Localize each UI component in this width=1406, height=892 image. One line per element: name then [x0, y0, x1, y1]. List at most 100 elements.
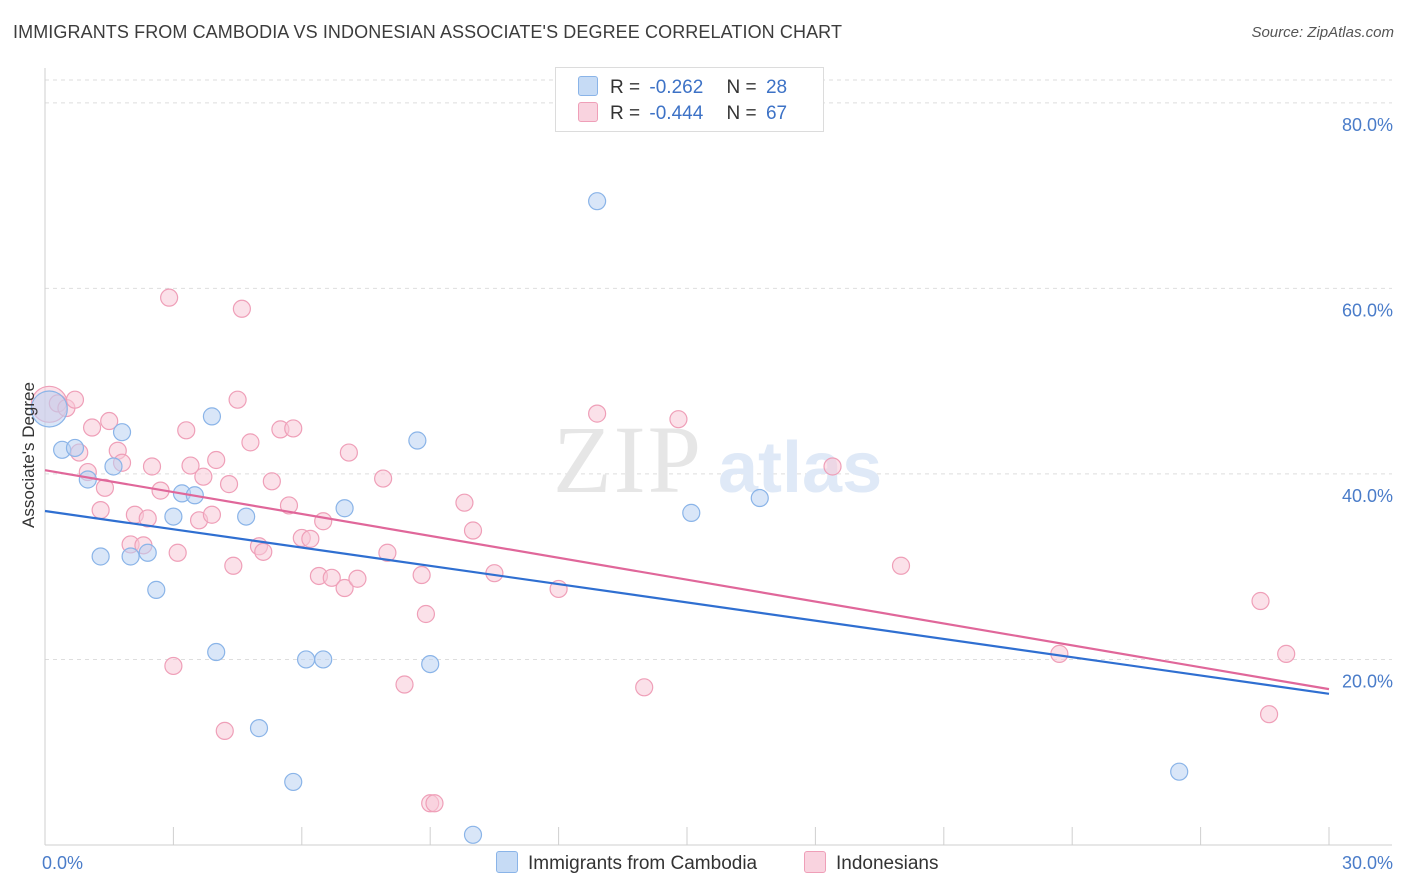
point-indonesians: [160, 288, 179, 307]
point-indonesians: [588, 404, 607, 423]
legend-r-value: -0.262: [649, 77, 704, 98]
point-cambodia: [284, 772, 303, 792]
point-indonesians: [164, 656, 183, 676]
point-indonesians: [425, 794, 444, 813]
source-label: Source: ZipAtlas.com: [1251, 24, 1394, 41]
point-indonesians: [301, 529, 320, 548]
point-cambodia: [121, 547, 140, 566]
point-indonesians: [455, 493, 474, 512]
trend-line-indonesians: [44, 469, 1330, 691]
point-indonesians: [374, 469, 393, 488]
point-indonesians: [348, 569, 367, 588]
point-indonesians: [91, 500, 110, 520]
point-indonesians: [635, 678, 654, 697]
y-tick-label: 80.0%: [1342, 115, 1393, 135]
axes: [44, 68, 1392, 846]
point-indonesians: [378, 543, 397, 562]
point-cambodia: [104, 457, 123, 476]
legend-r-label: R =: [610, 77, 641, 98]
point-indonesians: [219, 475, 239, 494]
point-cambodia: [237, 507, 256, 526]
legend-swatch-pink: [578, 102, 598, 122]
legend-r-value: -0.444: [649, 103, 704, 124]
point-indonesians: [228, 390, 247, 409]
point-cambodia: [91, 547, 110, 566]
y-axis-label: Associate's Degree: [19, 382, 38, 528]
point-indonesians: [241, 433, 260, 452]
watermark-atlas: atlas: [718, 428, 882, 508]
point-cambodia: [138, 543, 157, 562]
point-cambodia: [463, 825, 483, 844]
point-indonesians: [215, 721, 234, 740]
point-indonesians: [262, 472, 281, 491]
legend-n-value: 28: [765, 77, 788, 98]
point-indonesians: [335, 578, 354, 598]
correlation-legend: R = -0.262 N = 28 R = -0.444 N = 67: [555, 67, 824, 132]
series-cambodia-points: [30, 192, 1189, 844]
tick-labels: 20.0% 40.0% 60.0% 80.0% 0.0% 30.0%: [42, 115, 1393, 873]
point-indonesians: [232, 299, 251, 318]
y-tick-label: 40.0%: [1342, 486, 1393, 506]
point-indonesians: [395, 675, 414, 694]
legend-row-indonesians: R = -0.444 N = 67: [578, 102, 787, 128]
point-indonesians: [168, 543, 187, 562]
point-cambodia: [750, 488, 769, 508]
point-indonesians: [412, 565, 431, 585]
point-cambodia: [147, 580, 166, 599]
point-cambodia: [1170, 762, 1189, 781]
bottom-legend-cambodia: Immigrants from Cambodia: [496, 851, 757, 875]
point-indonesians: [82, 418, 102, 437]
gridlines: [45, 79, 1392, 660]
point-cambodia: [30, 390, 68, 428]
point-indonesians: [314, 512, 333, 531]
watermark: ZIP atlas: [553, 406, 882, 513]
y-tick-label: 20.0%: [1342, 671, 1393, 691]
point-cambodia: [65, 438, 85, 458]
bottom-legend-indonesians-label: Indonesians: [836, 853, 939, 874]
legend-n-value: 67: [765, 103, 788, 124]
trend-lines: [44, 469, 1330, 695]
point-indonesians: [1251, 591, 1270, 611]
trend-line-cambodia: [44, 509, 1330, 695]
point-indonesians: [322, 568, 341, 587]
legend-row-cambodia: R = -0.262 N = 28: [578, 76, 787, 102]
point-cambodia: [588, 192, 607, 211]
point-cambodia: [112, 423, 132, 442]
legend-n-label: N =: [726, 103, 757, 124]
point-indonesians: [669, 410, 688, 429]
x-tick-label: 30.0%: [1342, 853, 1393, 873]
y-tick-label: 60.0%: [1342, 300, 1393, 320]
point-indonesians: [65, 390, 85, 409]
point-indonesians: [1259, 705, 1279, 724]
bottom-legend-indonesians: Indonesians: [804, 851, 938, 875]
point-cambodia: [421, 654, 440, 674]
point-cambodia: [249, 719, 269, 738]
legend-r-label: R =: [610, 103, 641, 124]
point-indonesians: [891, 556, 911, 575]
point-indonesians: [463, 521, 483, 540]
point-indonesians: [194, 467, 213, 486]
point-indonesians: [202, 505, 222, 524]
bottom-legend-swatch-blue: [496, 851, 518, 873]
point-cambodia: [335, 499, 354, 518]
point-indonesians: [279, 496, 299, 515]
point-indonesians: [142, 457, 162, 476]
point-indonesians: [339, 443, 358, 462]
point-cambodia: [296, 650, 316, 669]
point-cambodia: [314, 650, 333, 669]
legend-n-label: N =: [726, 77, 757, 98]
bottom-legend-cambodia-label: Immigrants from Cambodia: [528, 853, 758, 874]
series-indonesians-points: [30, 288, 1296, 813]
point-indonesians: [1277, 644, 1296, 663]
point-cambodia: [207, 642, 226, 662]
point-cambodia: [164, 507, 183, 526]
point-indonesians: [823, 457, 842, 476]
point-indonesians: [254, 542, 273, 561]
point-indonesians: [181, 456, 200, 475]
point-indonesians: [224, 556, 243, 575]
point-indonesians: [207, 450, 226, 470]
chart-title: IMMIGRANTS FROM CAMBODIA VS INDONESIAN A…: [13, 22, 843, 42]
point-indonesians: [100, 411, 119, 431]
point-cambodia: [202, 407, 222, 426]
